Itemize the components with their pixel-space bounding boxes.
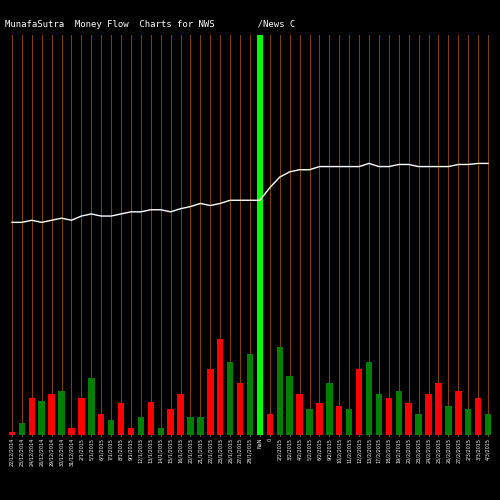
Bar xyxy=(376,394,382,435)
Bar xyxy=(326,384,332,435)
Bar xyxy=(88,378,94,435)
Bar xyxy=(138,418,144,435)
Bar xyxy=(475,398,482,435)
Text: MunafaSutra  Money Flow  Charts for NWS        /News C                          : MunafaSutra Money Flow Charts for NWS /N… xyxy=(5,20,500,29)
Bar xyxy=(465,408,471,435)
Bar xyxy=(118,403,124,435)
Bar xyxy=(247,354,253,435)
Bar xyxy=(366,362,372,435)
Bar xyxy=(396,391,402,435)
Bar xyxy=(8,432,15,435)
Bar xyxy=(276,347,283,435)
Bar xyxy=(28,398,35,435)
Bar xyxy=(78,398,84,435)
Bar xyxy=(237,384,244,435)
Bar xyxy=(38,401,45,435)
Bar xyxy=(178,394,184,435)
Bar xyxy=(148,402,154,435)
Bar xyxy=(336,406,342,435)
Bar xyxy=(356,368,362,435)
Bar xyxy=(98,414,104,435)
Bar xyxy=(128,428,134,435)
Bar xyxy=(217,340,224,435)
Bar xyxy=(426,394,432,435)
Bar xyxy=(346,408,352,435)
Bar xyxy=(286,376,293,435)
Bar xyxy=(406,403,412,435)
Bar xyxy=(435,384,442,435)
Bar xyxy=(207,368,214,435)
Bar xyxy=(386,398,392,435)
Bar xyxy=(188,418,194,435)
Bar xyxy=(485,414,492,435)
Bar xyxy=(68,428,74,435)
Bar xyxy=(316,403,322,435)
Bar xyxy=(227,362,234,435)
Bar xyxy=(168,408,174,435)
Bar xyxy=(306,408,312,435)
Bar xyxy=(416,414,422,435)
Bar xyxy=(445,406,452,435)
Bar xyxy=(158,428,164,435)
Bar xyxy=(18,424,25,435)
Bar xyxy=(58,391,65,435)
Bar xyxy=(296,394,303,435)
Bar xyxy=(256,35,263,435)
Bar xyxy=(266,414,273,435)
Bar xyxy=(455,391,462,435)
Bar xyxy=(48,394,55,435)
Bar xyxy=(108,420,114,435)
Bar xyxy=(197,418,203,435)
